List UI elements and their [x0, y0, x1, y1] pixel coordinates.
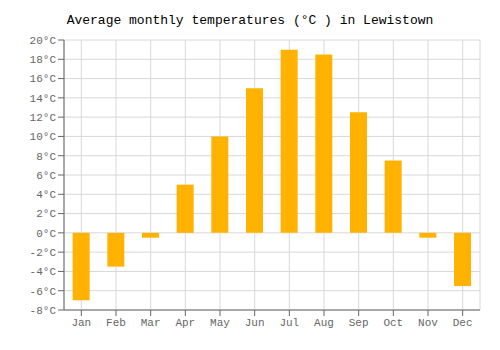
svg-text:18°C: 18°C — [30, 54, 57, 66]
svg-text:0°C: 0°C — [36, 228, 56, 240]
svg-text:14°C: 14°C — [30, 93, 57, 105]
svg-text:Oct: Oct — [383, 317, 403, 329]
svg-text:May: May — [210, 317, 230, 329]
html-text:Average monthly temperatures (: Average monthly temperatures (°C ) in Le… — [66, 13, 434, 28]
svg-text:-6°C: -6°C — [30, 286, 57, 298]
svg-text:-4°C: -4°C — [30, 266, 57, 278]
svg-text:Jul: Jul — [279, 317, 299, 329]
svg-text:2°C: 2°C — [36, 208, 56, 220]
svg-text:10°C: 10°C — [30, 131, 57, 143]
svg-text:4°C: 4°C — [36, 189, 56, 201]
svg-text:-8°C: -8°C — [30, 305, 57, 317]
svg-text:Apr: Apr — [175, 317, 195, 329]
svg-text:Feb: Feb — [106, 317, 126, 329]
svg-text:20°C: 20°C — [30, 35, 57, 47]
svg-text:Nov: Nov — [418, 317, 438, 329]
svg-text:Sep: Sep — [349, 317, 369, 329]
svg-text:Mar: Mar — [141, 317, 161, 329]
svg-text:12°C: 12°C — [30, 112, 57, 124]
svg-text:Dec: Dec — [453, 317, 473, 329]
svg-text:-2°C: -2°C — [30, 247, 57, 259]
svg-text:16°C: 16°C — [30, 73, 57, 85]
svg-text:Jan: Jan — [71, 317, 91, 329]
svg-text:6°C: 6°C — [36, 170, 56, 182]
svg-text:Aug: Aug — [314, 317, 334, 329]
svg-text:8°C: 8°C — [36, 151, 56, 163]
svg-text:Jun: Jun — [245, 317, 265, 329]
